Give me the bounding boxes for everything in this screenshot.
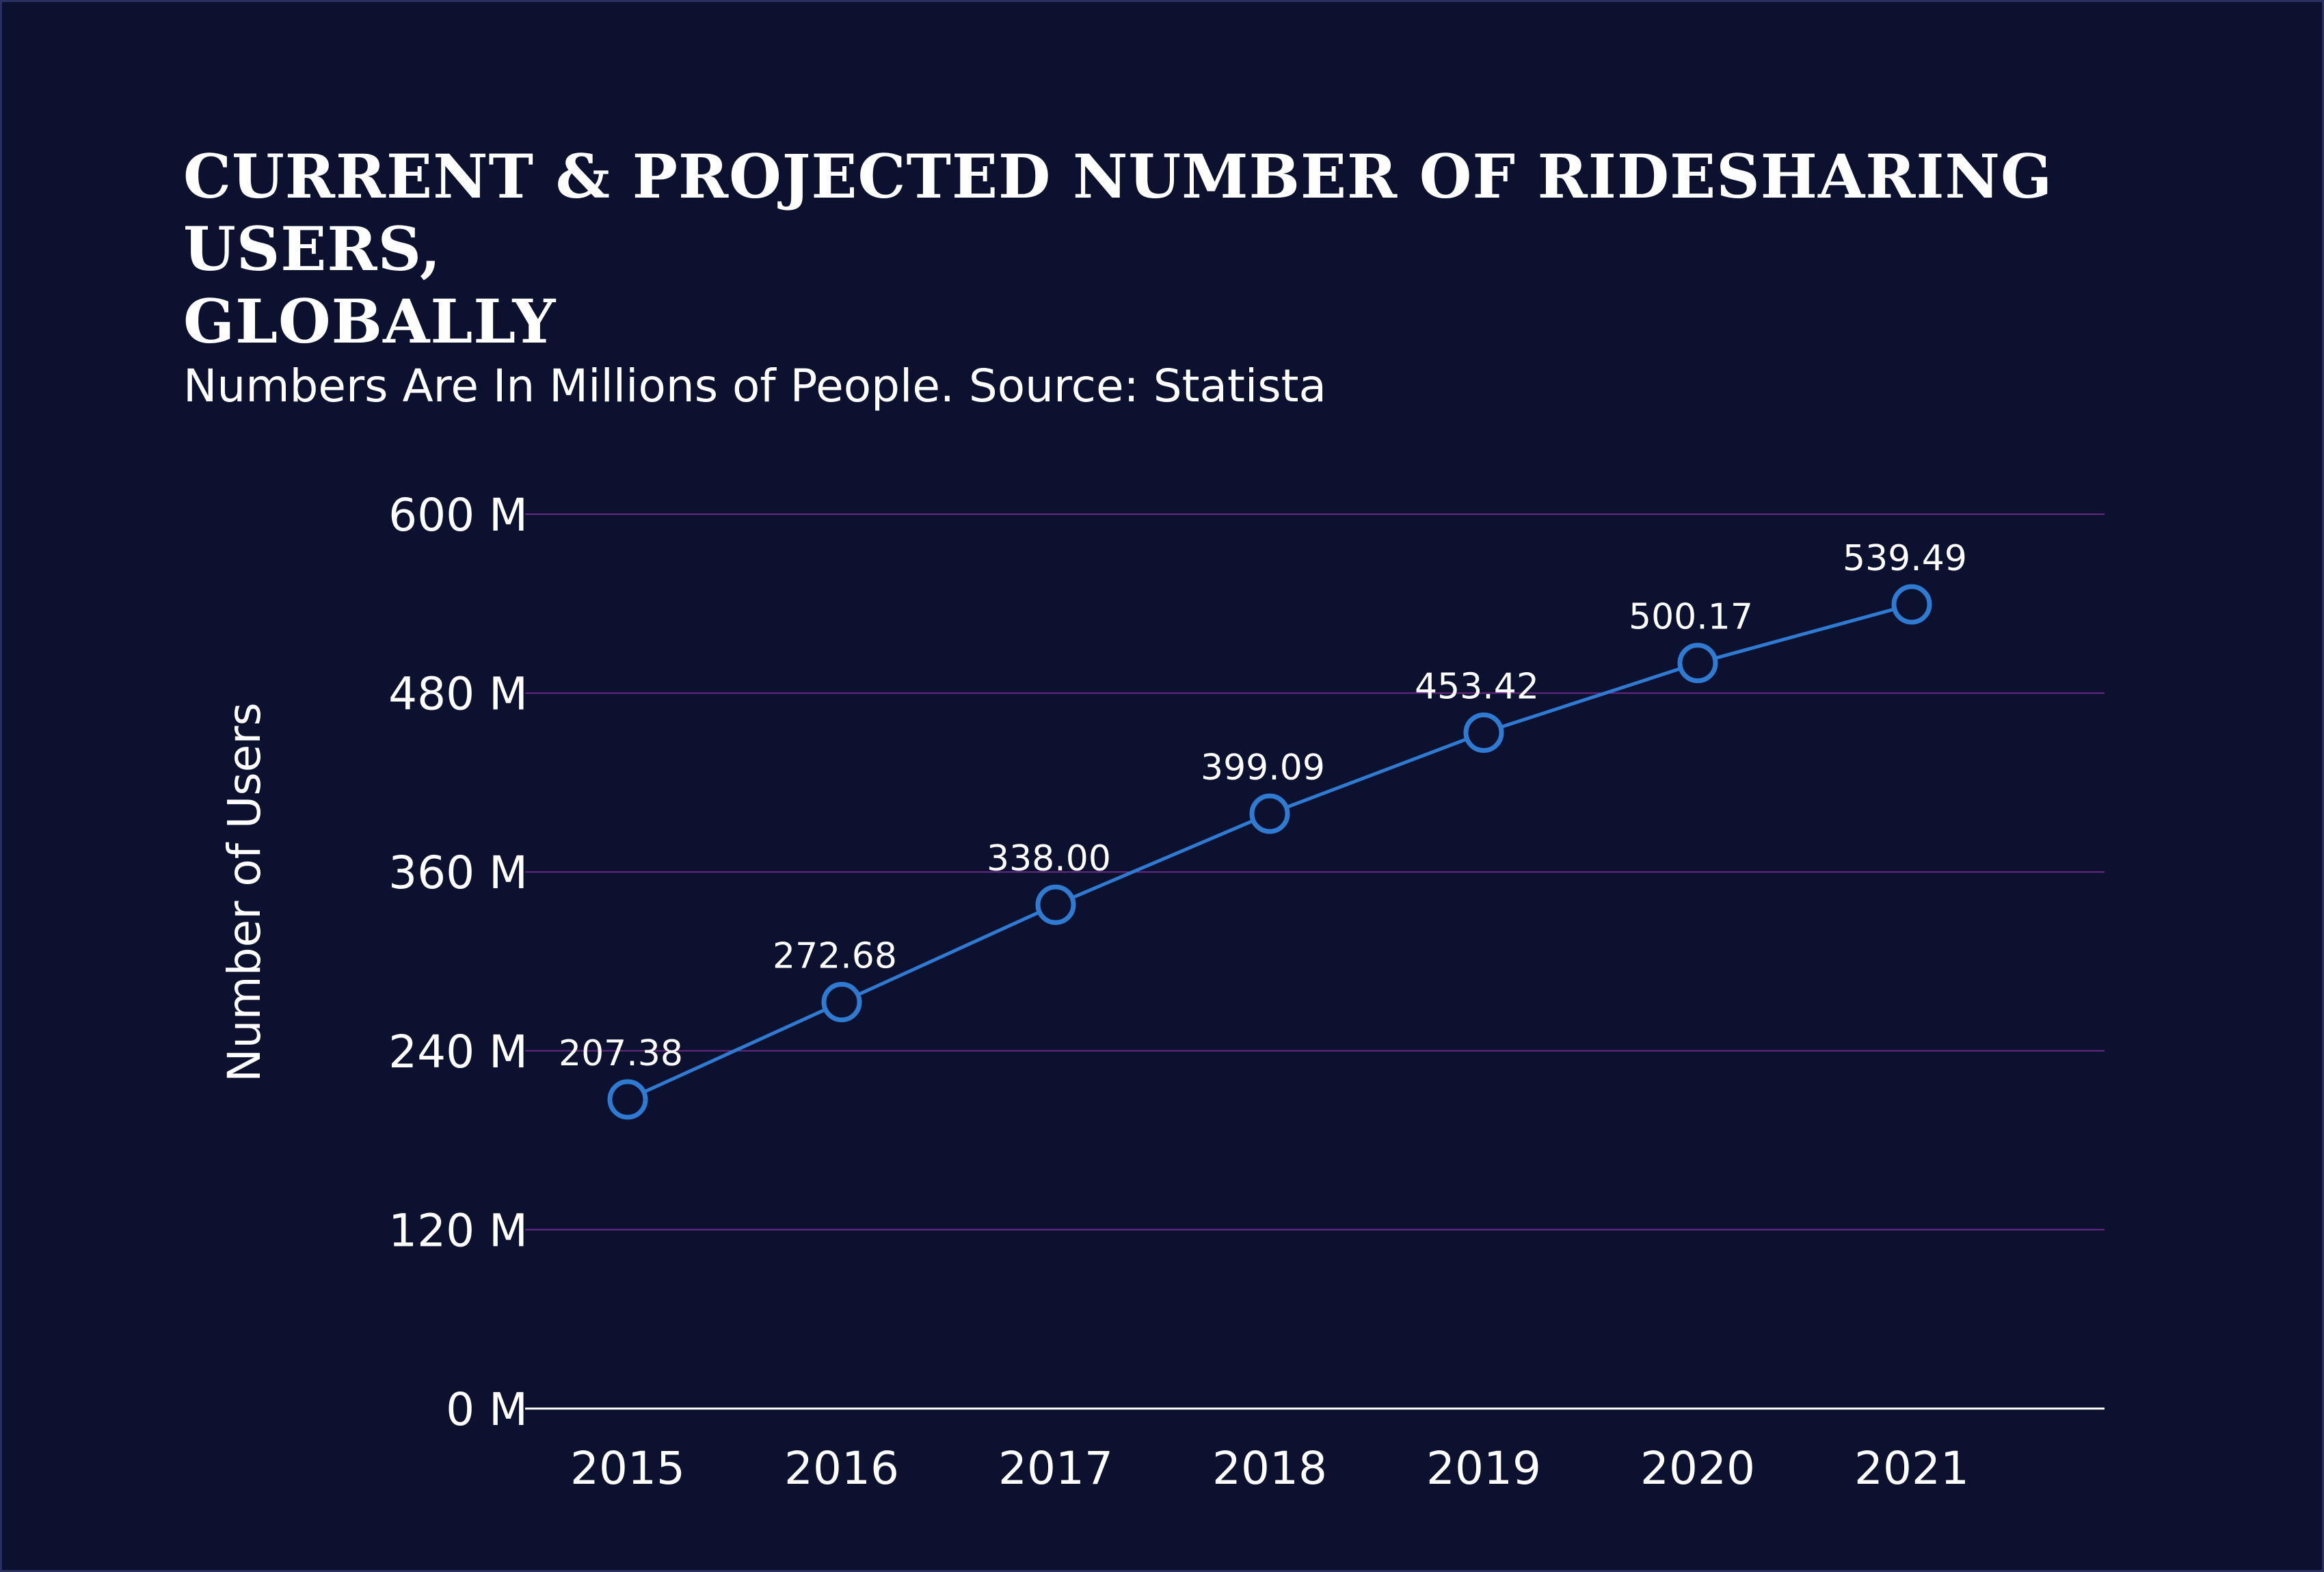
x-tick-label: 2015 xyxy=(570,1442,685,1495)
gridlines xyxy=(525,514,2105,1231)
data-label: 453.42 xyxy=(1415,667,1539,708)
y-axis-label: Number of Users xyxy=(218,702,271,1082)
data-label: 207.38 xyxy=(559,1033,683,1074)
data-point xyxy=(607,1079,648,1120)
data-label: 500.17 xyxy=(1629,597,1753,638)
x-tick-label: 2016 xyxy=(784,1442,899,1495)
y-tick-label: 600 M xyxy=(388,489,528,542)
data-label: 338.00 xyxy=(987,838,1111,879)
data-point xyxy=(1463,712,1504,754)
data-labels: 207.38 272.68 338.00 399.09 453.42 500.17 539.… xyxy=(559,538,1967,1074)
y-tick-label: 0 M xyxy=(446,1383,528,1436)
chart-title: CURRENT & PROJECTED NUMBER OF RIDESHARIN… xyxy=(183,140,2234,358)
data-points xyxy=(607,584,1932,1120)
x-tick-label: 2019 xyxy=(1426,1442,1541,1495)
data-point xyxy=(1891,584,1932,625)
data-point xyxy=(1035,884,1076,925)
x-tick-label: 2020 xyxy=(1640,1442,1755,1495)
data-point xyxy=(1677,643,1718,684)
y-tick-label: 480 M xyxy=(388,668,528,721)
data-point xyxy=(821,982,862,1023)
title-line-2: GLOBALLY xyxy=(183,286,557,357)
title-line-1: CURRENT & PROJECTED NUMBER OF RIDESHARIN… xyxy=(183,141,2053,284)
data-label: 272.68 xyxy=(773,936,897,977)
x-tick-label: 2018 xyxy=(1212,1442,1327,1495)
x-tick-label: 2021 xyxy=(1854,1442,1969,1495)
y-tick-label: 240 M xyxy=(388,1026,528,1078)
y-tick-label: 120 M xyxy=(388,1204,528,1257)
data-point xyxy=(1249,793,1290,834)
chart-subtitle: Numbers Are In Millions of People. Sourc… xyxy=(183,360,1326,412)
y-tick-label: 360 M xyxy=(388,847,528,899)
data-label: 539.49 xyxy=(1843,538,1967,579)
series-line xyxy=(626,602,1912,1102)
y-axis-ticks: 0 M 120 M 240 M 360 M 480 M 600 M xyxy=(388,489,528,1436)
x-axis-ticks: 2015 2016 2017 2018 2019 2020 2021 xyxy=(570,1442,1969,1495)
x-tick-label: 2017 xyxy=(998,1442,1113,1495)
data-label: 399.09 xyxy=(1201,747,1325,788)
